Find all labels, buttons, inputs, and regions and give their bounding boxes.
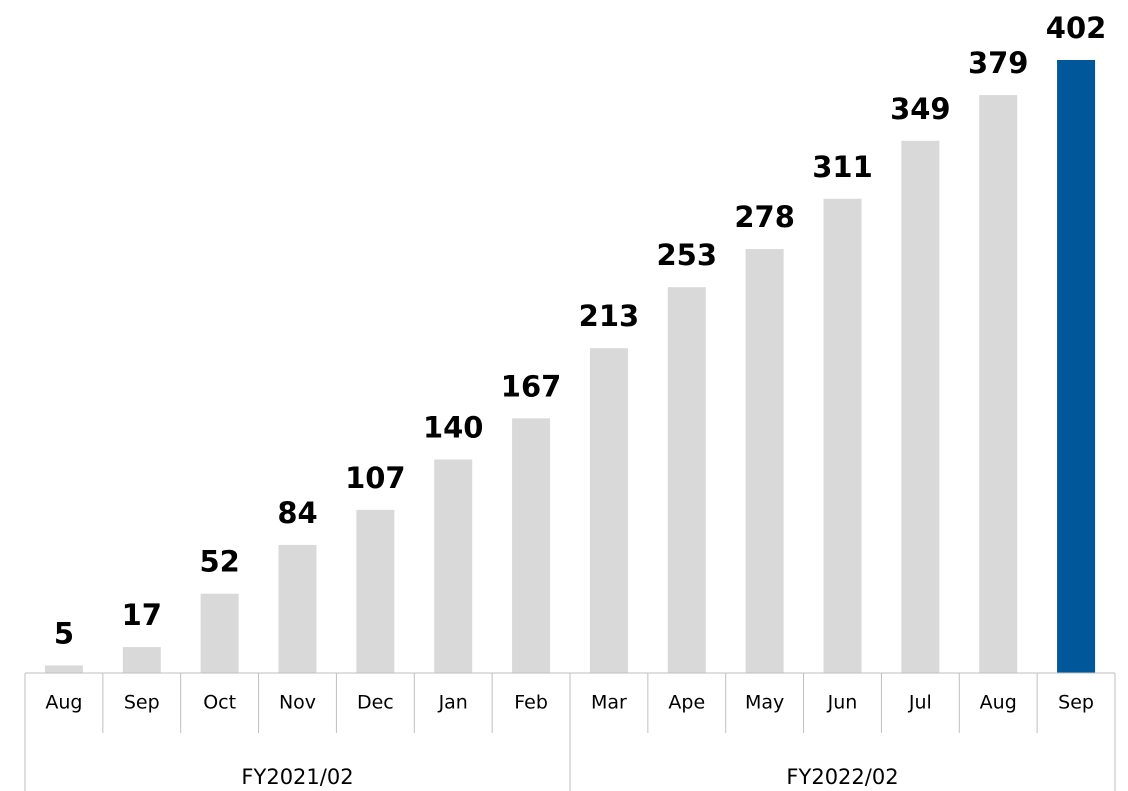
x-tick-label: Feb <box>514 692 548 714</box>
x-tick-label: Nov <box>279 692 316 714</box>
bar <box>122 647 161 673</box>
value-label: 311 <box>812 150 873 184</box>
value-label: 213 <box>579 299 640 333</box>
value-label: 278 <box>734 200 795 234</box>
x-tick-label: Aug <box>980 692 1017 714</box>
bar <box>979 95 1018 673</box>
bar <box>667 287 706 673</box>
x-tick-label: May <box>745 692 784 714</box>
group-label: FY2022/02 <box>786 765 898 789</box>
x-tick-label: Sep <box>124 692 160 714</box>
value-label: 379 <box>968 46 1029 80</box>
value-label: 107 <box>345 461 406 495</box>
bar <box>901 140 940 673</box>
x-tick-label: Jul <box>908 692 932 714</box>
x-tick-label: Oct <box>203 692 236 714</box>
bar <box>745 249 784 673</box>
bar <box>1057 60 1096 673</box>
value-label: 52 <box>199 545 239 579</box>
x-tick-label: Jun <box>827 692 858 714</box>
x-tick-label: Dec <box>357 692 394 714</box>
value-label: 140 <box>423 411 484 445</box>
x-tick-label: Ape <box>668 692 705 714</box>
bar <box>200 593 239 673</box>
group-label: FY2021/02 <box>241 765 353 789</box>
x-tick-label: Mar <box>591 692 627 714</box>
bar <box>512 418 551 673</box>
bar <box>434 459 473 673</box>
x-tick-label: Aug <box>45 692 82 714</box>
value-label: 84 <box>277 496 317 530</box>
value-label: 17 <box>122 598 162 632</box>
bar <box>44 665 83 673</box>
value-label: 167 <box>501 369 562 403</box>
value-label: 402 <box>1046 11 1107 45</box>
value-label: 5 <box>54 616 74 650</box>
bar <box>278 544 317 673</box>
value-label: 349 <box>890 92 951 126</box>
value-label: 253 <box>657 238 718 272</box>
bar <box>589 348 628 673</box>
bar <box>823 198 862 674</box>
x-tick-label: Sep <box>1058 692 1094 714</box>
x-tick-label: Jan <box>438 692 468 714</box>
bar <box>356 509 395 673</box>
